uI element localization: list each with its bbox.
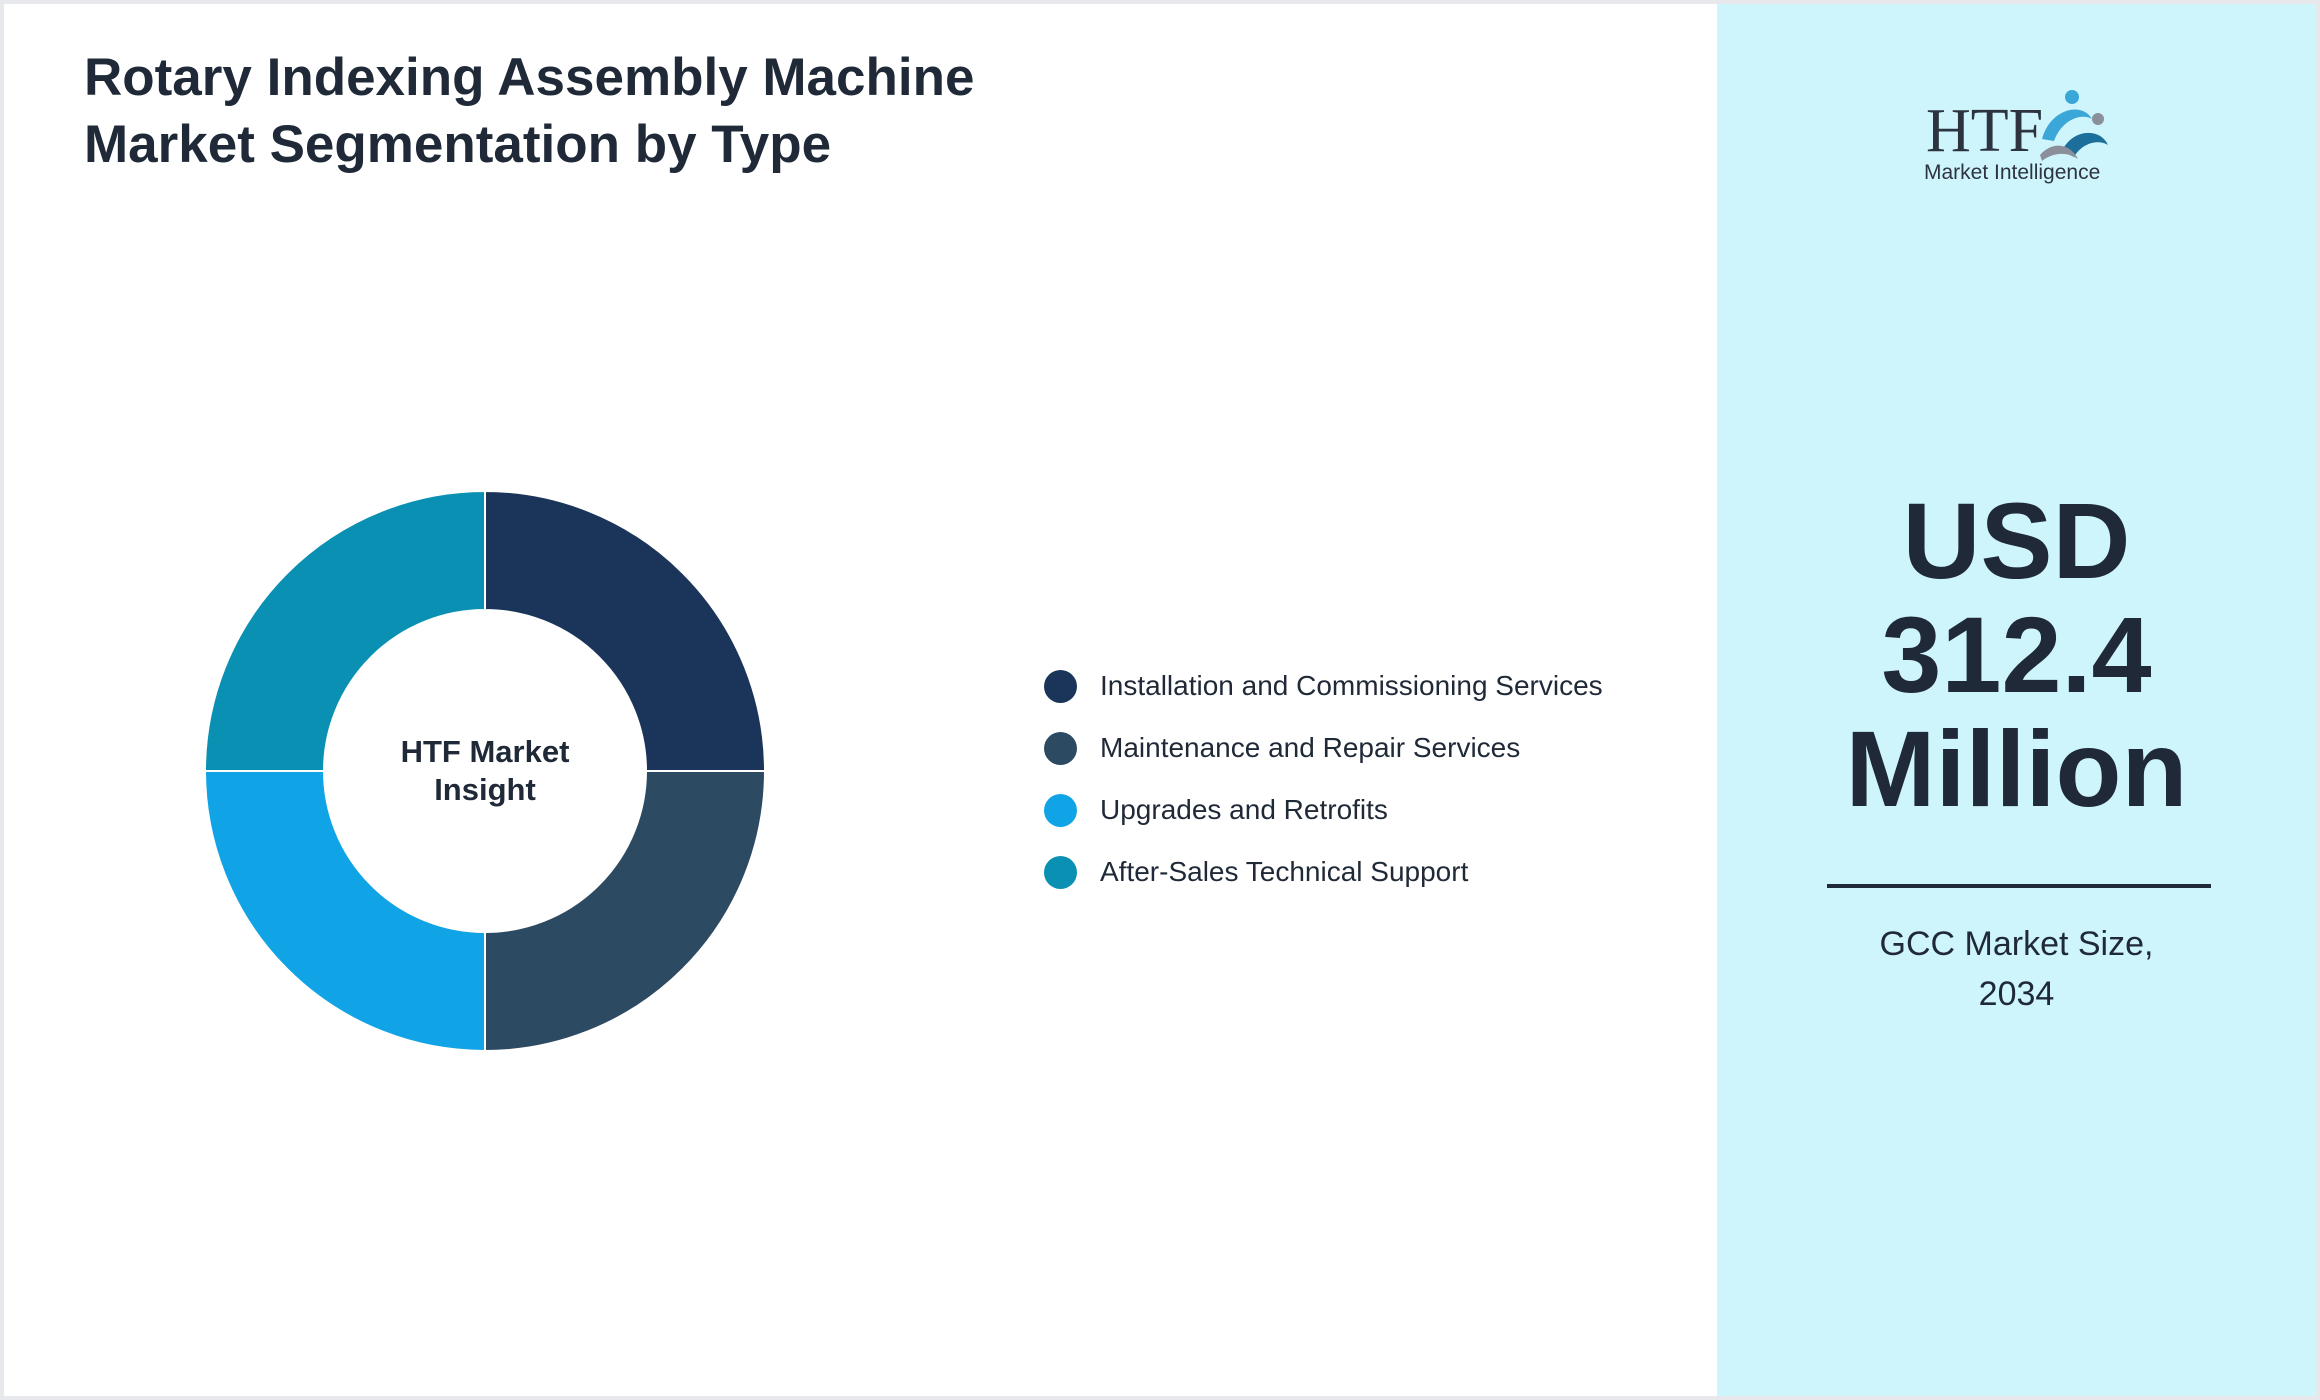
market-size-value: USD 312.4 Million — [1717, 484, 2316, 826]
logo-letters: HTF — [1926, 97, 2043, 165]
donut-svg — [203, 489, 767, 1053]
value-line-currency: USD — [1902, 480, 2131, 601]
logo-svg: HTF Market Intelligence — [1924, 90, 2108, 184]
caption-line-1: GCC Market Size, — [1879, 925, 2154, 963]
legend-item: After-Sales Technical Support — [1044, 841, 1603, 903]
legend-item: Installation and Commissioning Services — [1044, 655, 1603, 717]
legend-label: Upgrades and Retrofits — [1100, 794, 1388, 825]
legend-swatch — [1044, 669, 1077, 703]
chart-legend: Installation and Commissioning Services … — [1044, 655, 1603, 903]
divider-line — [1827, 884, 2211, 888]
legend-swatch — [1044, 855, 1077, 889]
value-line-number: 312.4 — [1881, 594, 2152, 715]
caption-line-2: 2034 — [1978, 975, 2055, 1013]
legend-label: Maintenance and Repair Services — [1100, 732, 1521, 763]
donut-chart — [200, 486, 770, 1056]
legend-label: After-Sales Technical Support — [1100, 856, 1469, 887]
legend-item: Upgrades and Retrofits — [1044, 779, 1603, 841]
donut-slice — [203, 770, 486, 1053]
market-size-caption: GCC Market Size, 2034 — [1717, 919, 2316, 1019]
center-label-line-2: Insight — [434, 772, 536, 807]
chart-title: Rotary Indexing Assembly Machine Market … — [84, 48, 975, 174]
legend-item: Maintenance and Repair Services — [1044, 717, 1603, 779]
center-label-line-1: HTF Market — [400, 734, 570, 769]
donut-slice — [203, 489, 486, 772]
donut-center-label: HTF Market Insight — [380, 726, 590, 816]
summary-panel: HTF Market Intelligence USD 312.4 Millio… — [1717, 4, 2316, 1396]
chart-panel: Rotary Indexing Assembly Machine Market … — [4, 4, 1717, 1396]
donut-slice — [484, 489, 767, 772]
infographic-frame: Rotary Indexing Assembly Machine Market … — [4, 4, 2316, 1396]
value-line-unit: Million — [1845, 708, 2188, 829]
legend-swatch — [1044, 793, 1077, 827]
legend-swatch — [1044, 731, 1077, 765]
htf-logo: HTF Market Intelligence — [1922, 79, 2112, 189]
donut-slice — [484, 770, 767, 1053]
logo-tagline: Market Intelligence — [1924, 161, 2100, 184]
people-swirl-icon — [2040, 90, 2108, 161]
legend-label: Installation and Commissioning Services — [1100, 670, 1603, 701]
